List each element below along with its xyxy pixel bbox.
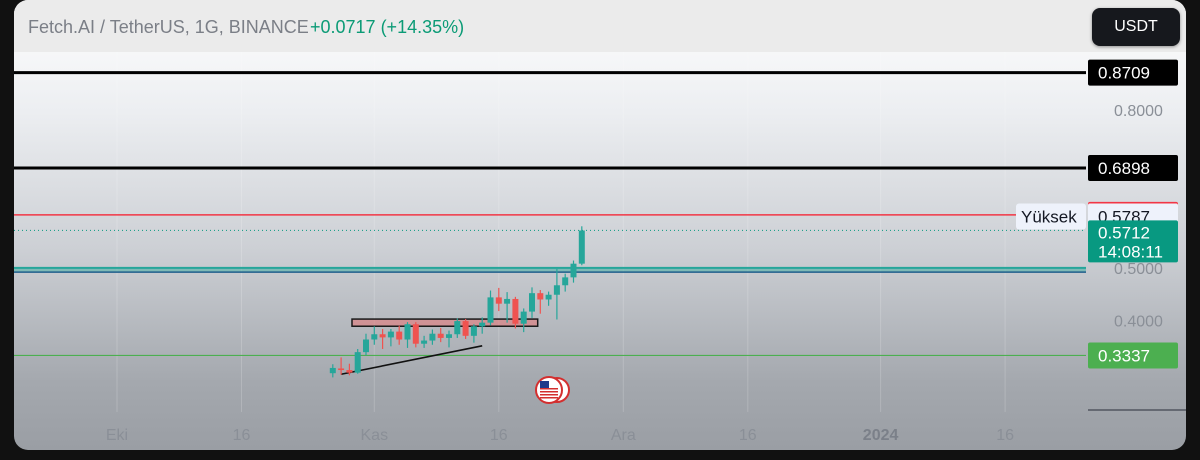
black-level-top-label: 0.8709 (1088, 59, 1178, 86)
currency-button[interactable]: USDT (1092, 8, 1180, 46)
candle-up (454, 321, 461, 335)
us-flag-event-icon (535, 376, 570, 404)
candle-up (404, 324, 411, 340)
candle-up (562, 277, 569, 286)
candle-up (578, 230, 585, 264)
candle-up (545, 294, 552, 300)
candle-up (504, 298, 511, 304)
candle-down (396, 331, 403, 340)
us-flag-circle (535, 376, 563, 404)
candle-up (553, 285, 560, 295)
black-level-top-label-bg (1088, 59, 1178, 86)
black-level-price[interactable]: 0.6898 (1098, 159, 1150, 178)
candle-up (329, 367, 336, 374)
green-level-label-bg (1088, 342, 1178, 369)
candle-up (470, 326, 477, 336)
bar-countdown: 14:08:11 (1098, 242, 1163, 261)
candle-up (371, 334, 378, 340)
candle-down (437, 333, 444, 338)
candle-up (421, 340, 428, 344)
time-axis-tick: 2024 (863, 427, 899, 444)
price-scale-tick: 0.5000 (1114, 261, 1163, 278)
legend-bar: Fetch.AI / TetherUS, 1G, BINANCE +0.0717… (14, 0, 1186, 52)
time-axis-tick: 16 (490, 427, 508, 444)
black-level-top-price[interactable]: 0.8709 (1098, 64, 1150, 83)
time-axis-tick: Kas (361, 427, 389, 444)
candle-up (354, 352, 361, 373)
chart-panel[interactable]: Fetch.AI / TetherUS, 1G, BINANCE +0.0717… (14, 0, 1186, 450)
time-axis-tick: 16 (996, 427, 1014, 444)
black-level-label: 0.6898 (1088, 154, 1178, 181)
candle-down (379, 334, 386, 338)
trendline (340, 345, 483, 376)
candle-up (446, 334, 452, 338)
candle-up (363, 339, 369, 353)
symbol-title[interactable]: Fetch.AI / TetherUS, 1G, BINANCE (28, 17, 309, 37)
candle-down (537, 293, 544, 300)
green-level-price[interactable]: 0.3337 (1098, 346, 1150, 365)
last-price-bg (1088, 220, 1178, 263)
us-flag-stripe (540, 388, 558, 390)
time-axis-tick: 16 (739, 427, 757, 444)
candle-up (487, 297, 494, 323)
price-change: +0.0717 (+14.35%) (310, 17, 465, 37)
us-flag-stripe (540, 394, 558, 396)
black-level-label-bg (1088, 154, 1178, 181)
time-axis-tick: Eki (106, 427, 128, 444)
candle-down (462, 321, 469, 336)
price-scale-tick: 0.8000 (1114, 103, 1163, 120)
green-level-label: 0.3337 (1088, 342, 1178, 369)
time-axis-tick: 16 (233, 427, 251, 444)
us-flag-canton (540, 381, 549, 388)
candles (329, 226, 585, 378)
candle-down (495, 297, 502, 304)
candle-down (338, 368, 345, 371)
candle-up (387, 331, 394, 338)
high-marker-label-bg (1016, 203, 1086, 230)
candle-up (479, 322, 486, 327)
candle-up (429, 333, 436, 341)
time-axis-tick: Ara (611, 427, 636, 444)
last-price-value: 0.5712 (1098, 223, 1150, 242)
us-flag-stripe (540, 397, 558, 399)
support-zone (14, 267, 1086, 273)
candle-down (412, 324, 419, 344)
candle-up (529, 293, 535, 312)
price-scale-tick: 0.4000 (1114, 314, 1163, 331)
us-flag-stripe (540, 391, 558, 393)
candle-up (570, 263, 577, 278)
candle-up (520, 311, 527, 324)
price-chart[interactable]: 0.80000.50000.40000.87090.68980.60080.33… (14, 0, 1186, 450)
candle-down (512, 298, 519, 324)
candle-down (346, 370, 353, 373)
high-marker-label: Yüksek (1021, 207, 1077, 226)
resistance-box (351, 318, 539, 327)
